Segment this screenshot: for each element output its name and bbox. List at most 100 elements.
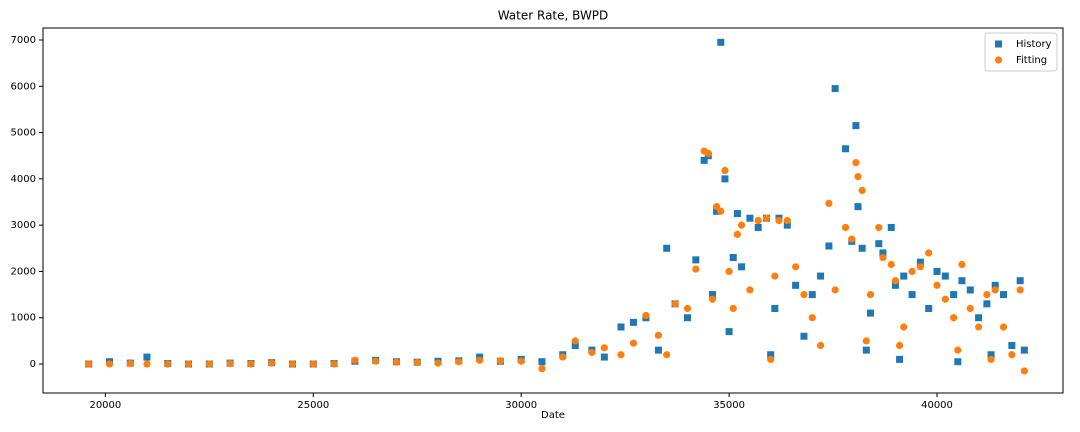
point: [887, 260, 895, 269]
point: [754, 216, 762, 225]
point: [800, 290, 808, 299]
point: [143, 353, 151, 361]
point: [629, 318, 637, 326]
point: [85, 360, 93, 368]
point: [721, 175, 729, 183]
y-tick-label: 2000: [11, 266, 36, 277]
x-tick-label: 30000: [505, 400, 537, 411]
point: [925, 304, 933, 312]
point: [476, 356, 484, 364]
point: [538, 358, 546, 366]
point: [105, 360, 114, 368]
point: [991, 286, 999, 294]
point: [842, 145, 850, 153]
point: [629, 339, 638, 347]
point: [817, 272, 825, 280]
point: [767, 355, 775, 363]
point: [800, 332, 808, 340]
point: [184, 360, 193, 368]
point: [538, 365, 546, 373]
point: [1020, 346, 1028, 354]
point: [309, 360, 317, 368]
point: [600, 344, 608, 352]
point: [841, 223, 850, 232]
point: [617, 351, 625, 359]
y-tick-label: 7000: [11, 35, 36, 46]
point: [966, 304, 974, 313]
point: [792, 263, 800, 271]
x-axis-label: Date: [541, 410, 565, 421]
point: [783, 221, 791, 229]
point: [642, 311, 650, 320]
point: [891, 281, 899, 289]
point: [143, 360, 151, 368]
point: [816, 341, 825, 350]
y-tick-label: 0: [30, 359, 36, 370]
point: [684, 314, 692, 322]
point: [783, 216, 791, 225]
point: [831, 85, 839, 93]
point: [663, 244, 671, 252]
point: [671, 300, 679, 308]
point: [852, 122, 860, 130]
x-tick-label: 25000: [297, 400, 329, 411]
point: [908, 291, 916, 299]
point: [717, 207, 725, 215]
point: [729, 254, 737, 262]
point: [205, 360, 213, 368]
point: [517, 357, 525, 365]
legend-marker: [995, 40, 1002, 48]
point: [792, 281, 800, 289]
point: [854, 203, 862, 211]
point: [762, 214, 771, 222]
point: [767, 351, 775, 359]
point: [588, 348, 596, 357]
point: [925, 249, 933, 257]
point: [999, 323, 1008, 331]
point: [1016, 286, 1024, 294]
point: [983, 290, 991, 299]
point: [434, 359, 442, 367]
x-tick-label: 35000: [713, 400, 745, 411]
point: [733, 210, 741, 218]
point: [268, 359, 276, 367]
point: [288, 360, 297, 368]
point: [413, 359, 421, 367]
point: [974, 323, 983, 331]
point: [941, 272, 949, 280]
point: [991, 281, 999, 289]
point: [891, 277, 900, 285]
point: [754, 223, 762, 231]
point: [559, 353, 567, 361]
point: [950, 291, 958, 299]
point: [933, 267, 941, 275]
point: [875, 223, 883, 232]
point: [692, 265, 700, 273]
point: [713, 203, 721, 211]
point: [725, 267, 733, 276]
point: [866, 290, 875, 299]
point: [879, 249, 887, 257]
chart-title: Water Rate, BWPD: [498, 9, 609, 23]
point: [895, 341, 904, 350]
y-tick-label: 4000: [11, 174, 36, 185]
point: [164, 360, 172, 368]
point: [737, 221, 746, 229]
point: [704, 149, 712, 158]
point: [683, 304, 692, 313]
point: [958, 260, 966, 269]
point: [987, 351, 995, 359]
point: [1000, 291, 1008, 299]
point: [848, 235, 856, 243]
point: [862, 346, 870, 354]
point: [958, 277, 966, 285]
point: [692, 256, 700, 264]
legend-marker: [994, 56, 1003, 64]
point: [950, 314, 958, 322]
point: [729, 304, 737, 313]
y-tick-label: 1000: [11, 313, 36, 324]
point: [975, 314, 983, 322]
point: [908, 267, 916, 276]
plot-frame: [42, 27, 1064, 394]
